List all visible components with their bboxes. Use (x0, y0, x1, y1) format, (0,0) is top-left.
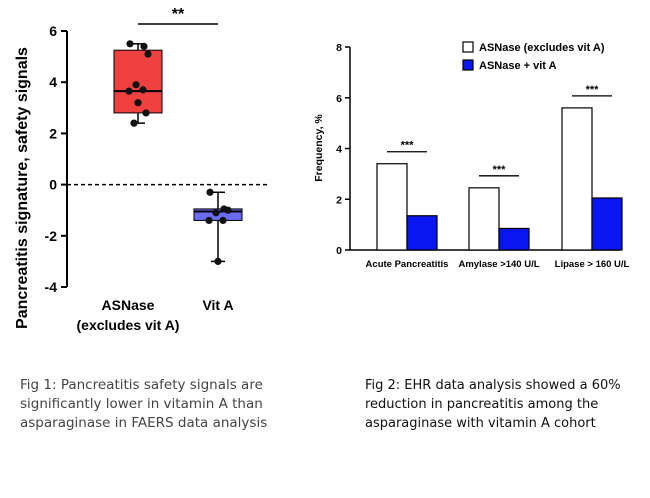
data-point (206, 188, 214, 196)
data-point (132, 81, 140, 89)
data-point (130, 119, 138, 127)
significance-label: *** (401, 140, 415, 152)
y-tick-label: 0 (49, 177, 57, 193)
x-category-label: Vit A (202, 297, 233, 313)
y-tick-label: 2 (49, 125, 57, 141)
significance-label: ** (172, 6, 185, 23)
x-category-label: Amylase >140 U/L (458, 259, 539, 270)
data-point (134, 99, 142, 107)
x-category-label: (excludes vit A) (77, 317, 180, 333)
bar-1 (591, 197, 623, 251)
y-tick-label: 6 (49, 23, 57, 39)
y-tick-label: 8 (336, 42, 342, 54)
data-point (140, 42, 148, 50)
x-category-label: Lipase > 160 U/L (555, 259, 630, 270)
y-axis-label: Pancreatitis signature, safety signals (14, 47, 31, 329)
data-point (205, 216, 213, 225)
data-point (125, 87, 133, 95)
legend-label: ASNase (excludes vit A) (479, 42, 605, 54)
data-point (224, 206, 232, 214)
y-tick-label: 6 (336, 93, 342, 105)
significance-label: *** (493, 164, 507, 176)
legend-swatch (462, 59, 474, 71)
data-point (219, 216, 227, 225)
bar-0 (561, 107, 593, 251)
bar-1 (498, 227, 530, 251)
x-category-label: ASNase (102, 297, 155, 313)
box-1 (193, 188, 243, 265)
figure1-caption: Fig 1: Pancreatitis safety signals are s… (20, 377, 268, 431)
bar-0 (468, 187, 500, 251)
y-tick-label: 2 (336, 194, 342, 206)
data-point (142, 109, 150, 117)
legend-swatch (462, 41, 474, 53)
box-0 (113, 40, 163, 127)
data-point (126, 40, 134, 48)
data-point (139, 86, 147, 94)
significance-label: *** (586, 84, 600, 96)
figure2-barchart: Frequency, % 0 2 4 6 8 Acute Pancreatitis *** Am… (313, 41, 630, 270)
y-tick-label: 4 (49, 74, 57, 90)
legend-label: ASNase + vit A (479, 60, 557, 72)
y-tick-label: 4 (336, 144, 342, 156)
bar-1 (406, 215, 438, 251)
figure1-boxplot: Pancreatitis signature, safety signals -4… (14, 6, 270, 333)
data-point (144, 50, 152, 58)
x-category-label: Acute Pancreatitis (366, 259, 449, 270)
y-tick-label: 0 (336, 245, 342, 257)
data-point (212, 209, 220, 217)
y-tick-label: -4 (45, 279, 58, 295)
bar-0 (376, 163, 408, 251)
y-tick-label: -2 (45, 228, 58, 244)
figure2-caption: Fig 2: EHR data analysis showed a 60% re… (365, 378, 621, 431)
y-axis-label: Frequency, % (313, 114, 325, 182)
data-point (214, 257, 222, 265)
